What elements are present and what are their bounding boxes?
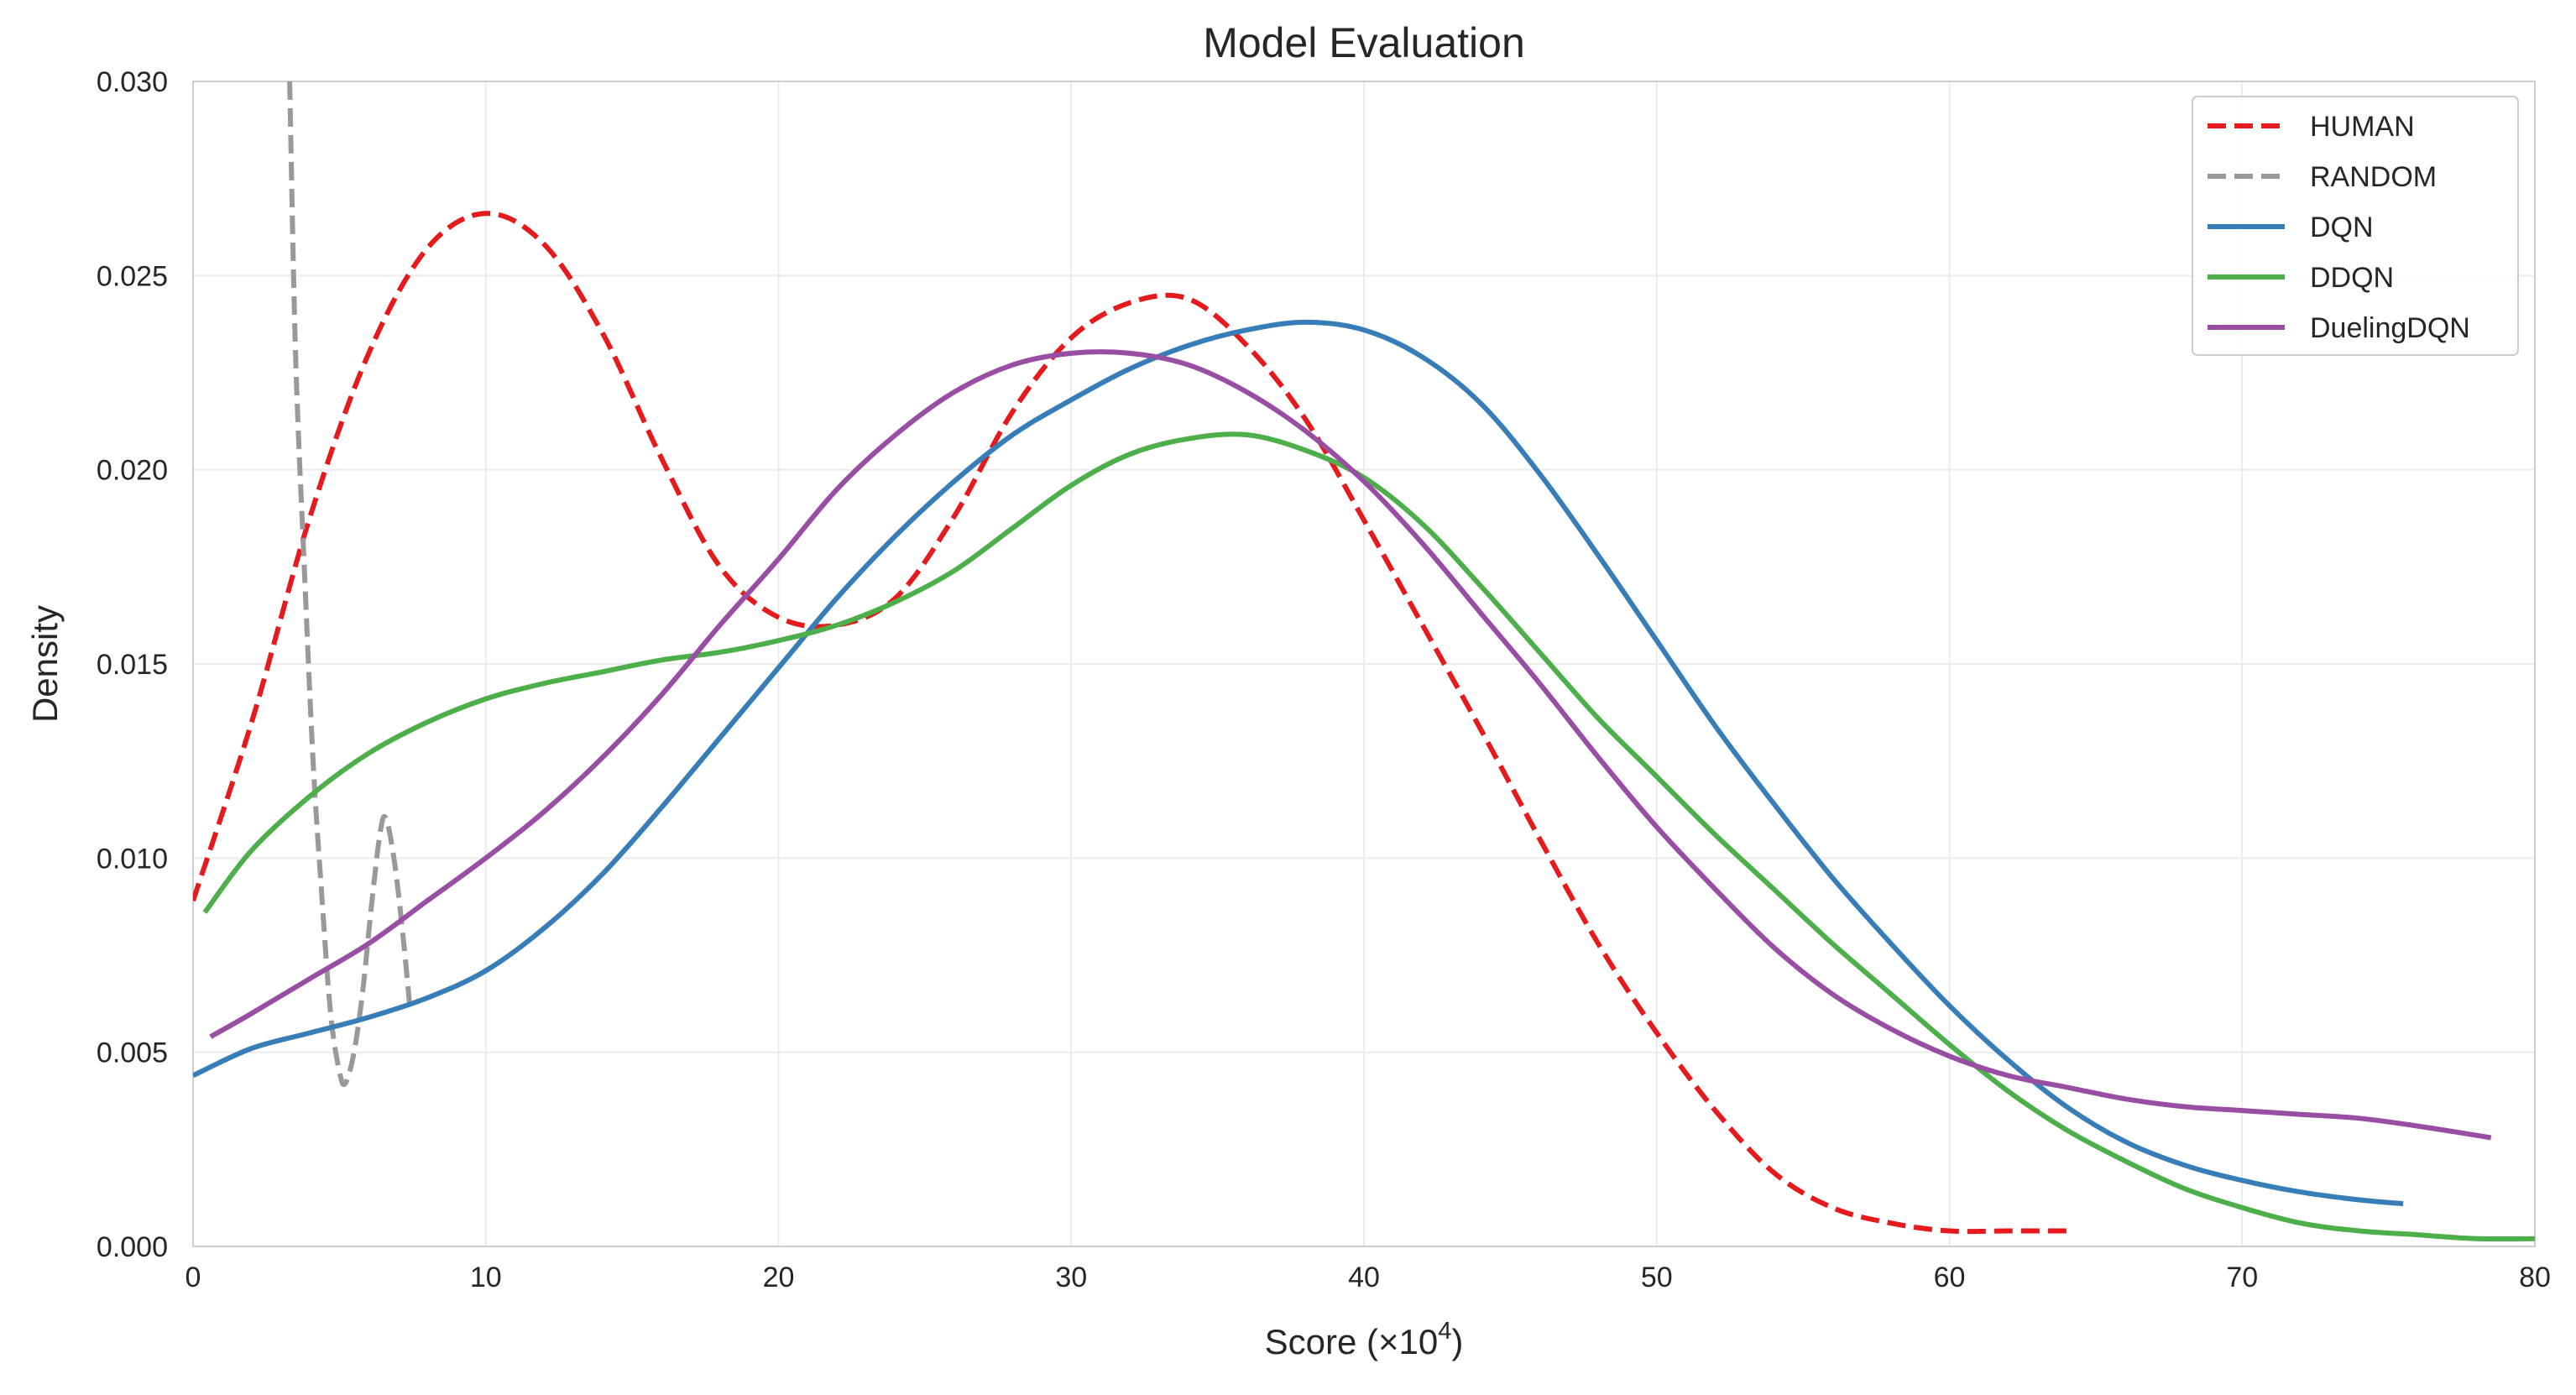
y-tick-label: 0.025 bbox=[97, 260, 168, 292]
y-tick-label: 0.030 bbox=[97, 66, 168, 98]
x-axis-label: Score (×104) bbox=[1265, 1318, 1464, 1361]
legend: HUMAN RANDOM DQN DDQN DuelingDQN bbox=[2192, 96, 2519, 356]
legend-label-human: HUMAN bbox=[2310, 111, 2415, 143]
series-line-ddqn bbox=[202, 431, 2535, 1242]
x-tick-label: 40 bbox=[1348, 1262, 1380, 1293]
series-line-random bbox=[287, 81, 413, 1088]
legend-label-duelingdqn: DuelingDQN bbox=[2310, 312, 2470, 344]
legend-label-dqn: DQN bbox=[2310, 212, 2374, 243]
series-line-human bbox=[193, 211, 2067, 1235]
y-tick-label: 0.010 bbox=[97, 843, 168, 875]
y-tick-label: 0.020 bbox=[97, 455, 168, 487]
x-tick-label: 80 bbox=[2519, 1262, 2551, 1293]
series-line-dqn bbox=[193, 319, 2404, 1207]
y-tick-label: 0.015 bbox=[97, 649, 168, 681]
x-tick-label: 70 bbox=[2226, 1262, 2258, 1293]
x-tick-label: 30 bbox=[1055, 1262, 1087, 1293]
x-tick-label: 0 bbox=[185, 1262, 201, 1293]
plot-area-frame bbox=[192, 81, 2536, 1247]
series-lines bbox=[193, 81, 2535, 1242]
chart-title: Model Evaluation bbox=[1203, 19, 1525, 66]
legend-label-random: RANDOM bbox=[2310, 161, 2437, 193]
series-line-duelingdqn bbox=[209, 349, 2492, 1141]
x-axis-ticks: 0 10 20 30 40 50 60 70 80 bbox=[185, 1262, 2551, 1293]
y-axis-label: Density bbox=[25, 605, 65, 723]
y-tick-label: 0.005 bbox=[97, 1037, 168, 1069]
legend-box bbox=[2192, 96, 2519, 356]
x-tick-label: 10 bbox=[470, 1262, 502, 1293]
y-axis-ticks: 0.000 0.005 0.010 0.015 0.020 0.025 0.030 bbox=[97, 66, 168, 1263]
x-tick-label: 20 bbox=[763, 1262, 795, 1293]
legend-label-ddqn: DDQN bbox=[2310, 262, 2394, 294]
x-tick-label: 60 bbox=[1934, 1262, 1966, 1293]
y-tick-label: 0.000 bbox=[97, 1231, 168, 1263]
x-tick-label: 50 bbox=[1641, 1262, 1673, 1293]
